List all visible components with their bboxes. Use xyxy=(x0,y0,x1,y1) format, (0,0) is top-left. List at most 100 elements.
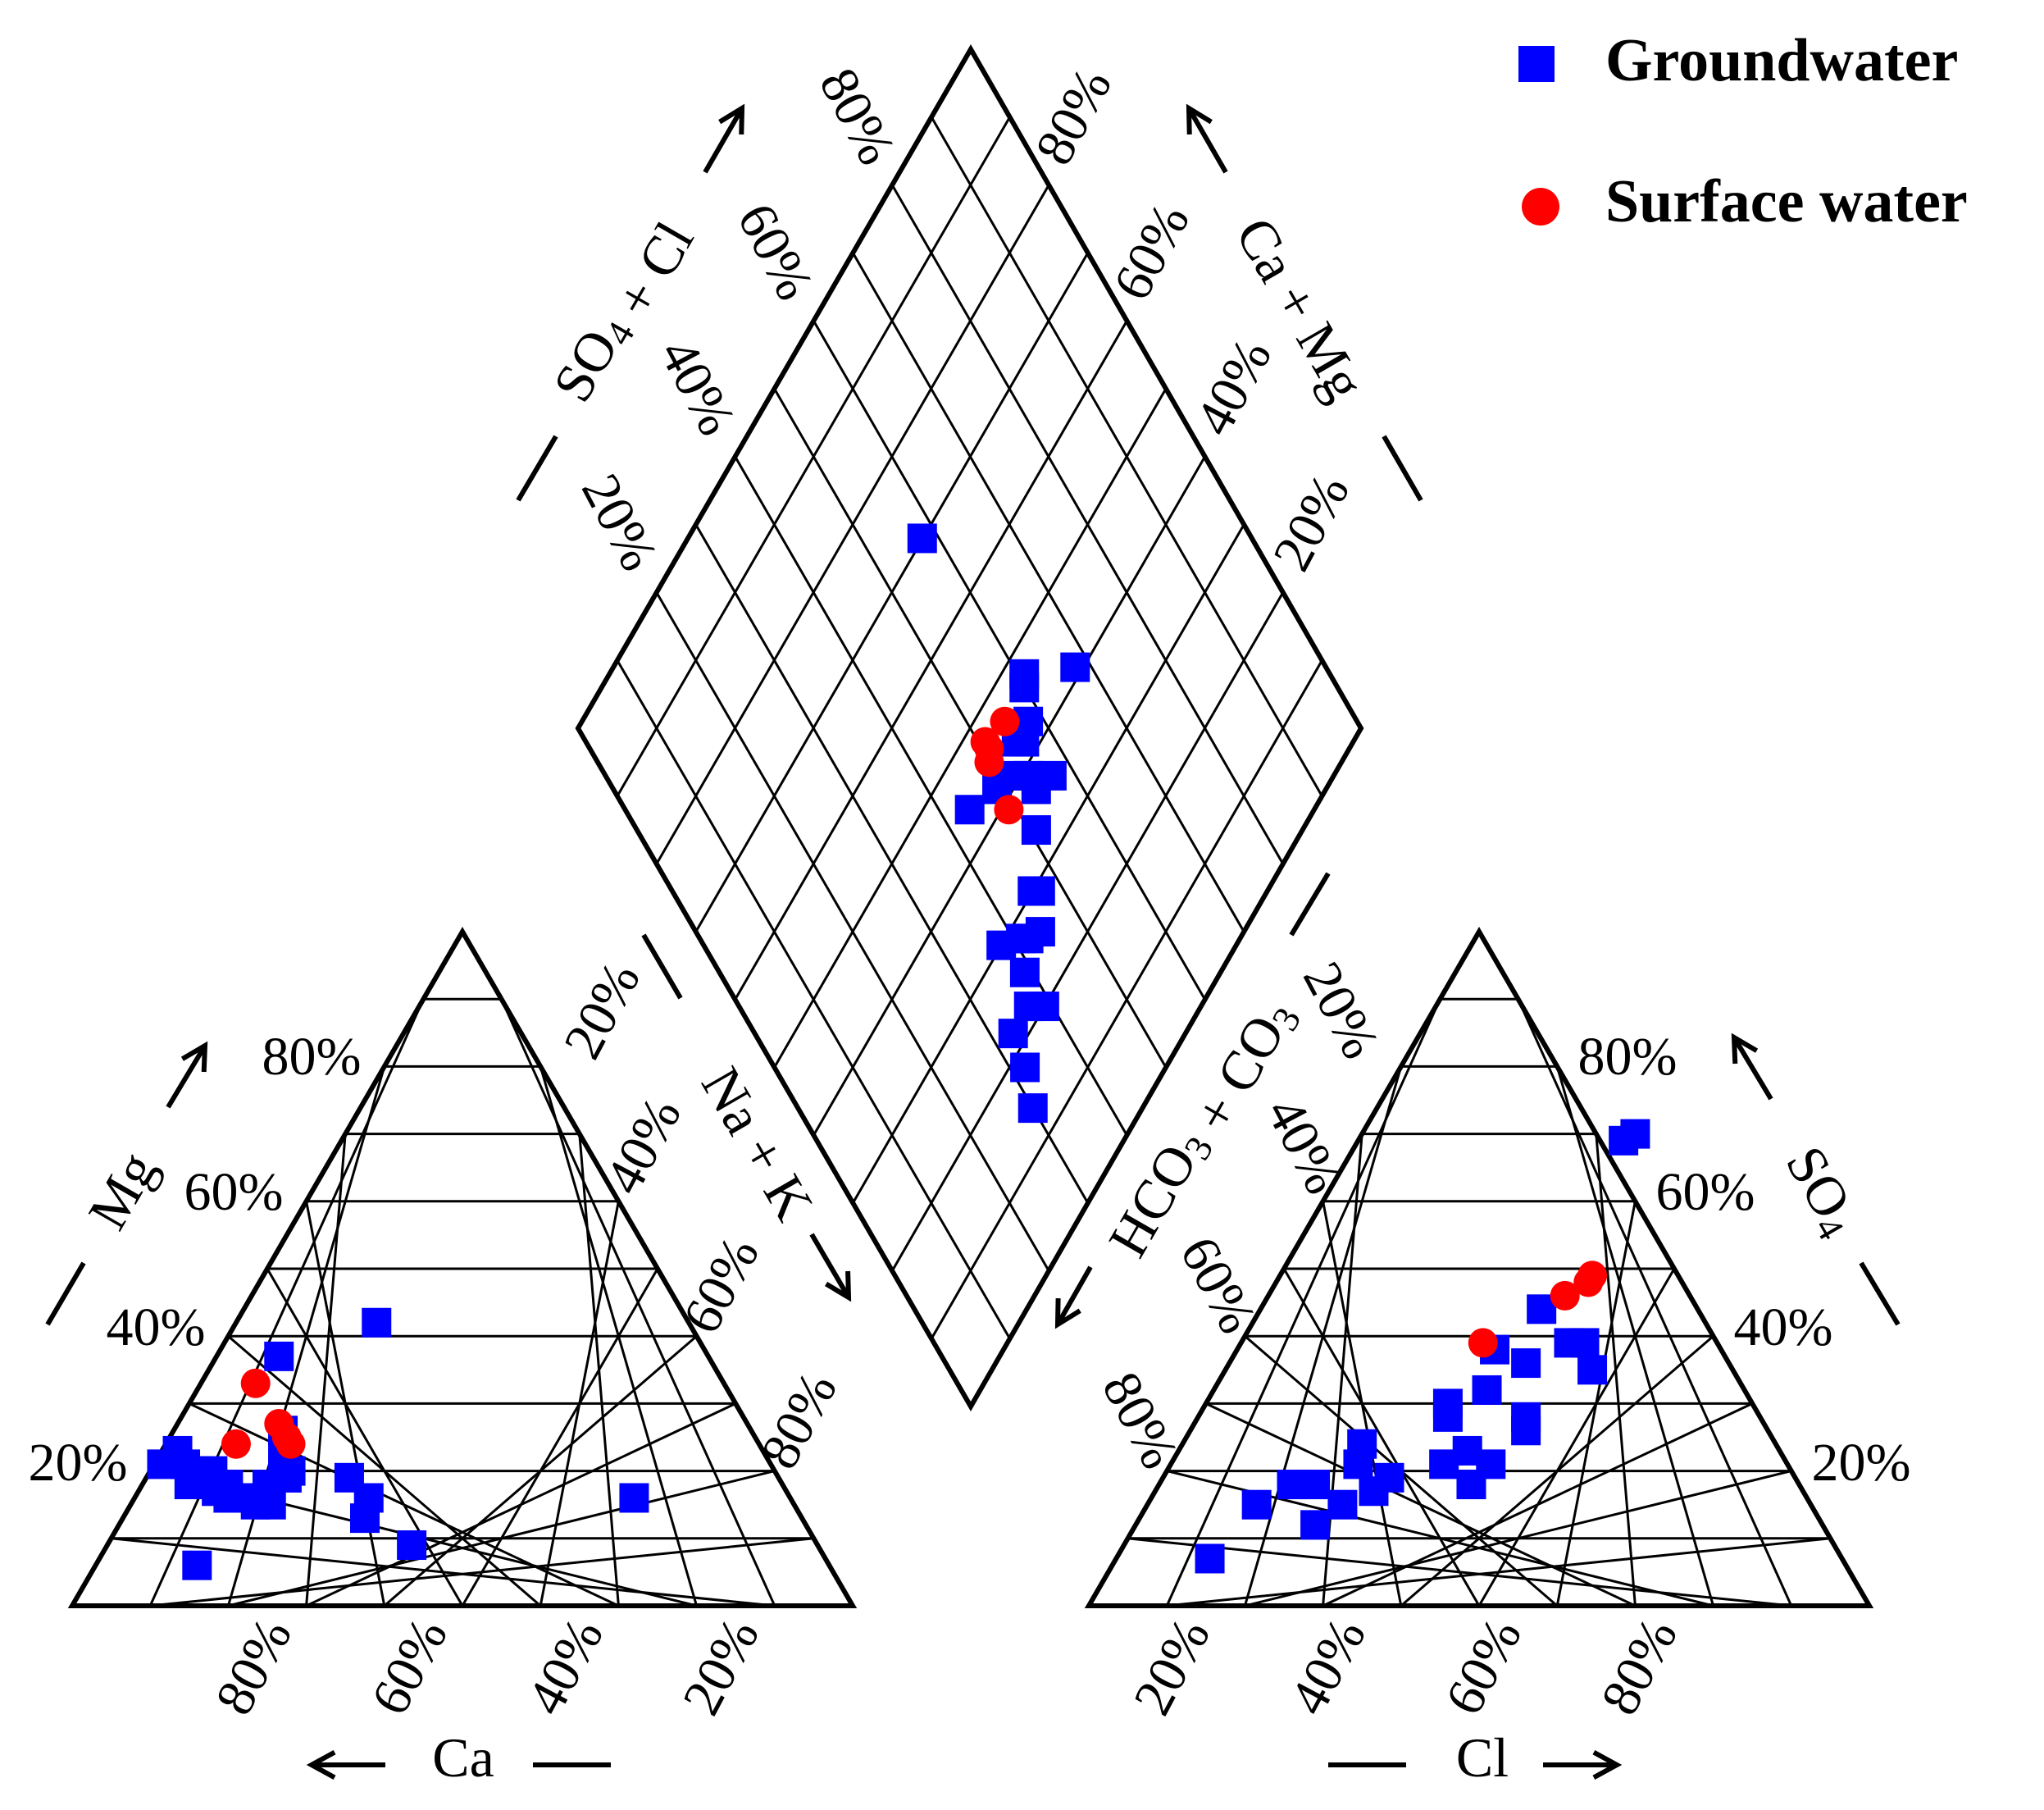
cation-triangle-gridline xyxy=(500,998,776,1607)
groundwater-cation-point xyxy=(264,1341,294,1371)
so4-dash xyxy=(1859,1261,1901,1326)
cation-mg-tick: 20% xyxy=(29,1433,128,1493)
mg-dash xyxy=(45,1261,86,1326)
cl-arrow-head xyxy=(1592,1750,1623,1780)
anion-cl-tick: 40% xyxy=(1278,1608,1377,1724)
cation-mg-tick: 80% xyxy=(262,1027,362,1087)
camg-dash xyxy=(1382,435,1423,502)
groundwater-anion-point xyxy=(1511,1416,1541,1446)
diamond-gridline xyxy=(813,320,1206,1001)
anion-triangle-gridline xyxy=(1127,1537,1791,1607)
diamond-gridline xyxy=(655,184,1050,865)
groundwater-diamond-point xyxy=(986,930,1017,960)
anion-triangle-gridline xyxy=(1477,1268,1676,1607)
anion-triangle-gridline xyxy=(1517,998,1793,1607)
nak-dash xyxy=(641,933,683,1000)
diamond-gridline xyxy=(852,252,1245,932)
anion-triangle-gridline xyxy=(1205,1402,1637,1607)
groundwater-diamond-point xyxy=(998,1019,1028,1049)
groundwater-anion-point xyxy=(1456,1470,1486,1500)
cation-ca-tick: 40% xyxy=(516,1608,615,1724)
so4cl-arrow-head xyxy=(718,103,745,135)
diamond-so4cl-tick: 80% xyxy=(808,58,907,174)
cation-triangle-gridline xyxy=(539,1201,620,1607)
anion-so4-tick: 60% xyxy=(1656,1162,1755,1222)
surface-water-anion-point xyxy=(1550,1280,1580,1311)
groundwater-anion-point xyxy=(1277,1470,1307,1500)
diamond-gridline xyxy=(930,116,1323,797)
legend-groundwater-label: Groundwater xyxy=(1605,27,1958,94)
legend-surface-water-marker xyxy=(1522,188,1559,226)
axis-label-cl: Cl xyxy=(1456,1726,1509,1789)
cation-triangle-gridline xyxy=(189,1402,620,1607)
mg-arrow-head xyxy=(180,1041,208,1073)
cation-mg-tick: 40% xyxy=(107,1297,206,1357)
groundwater-diamond-point xyxy=(907,523,937,554)
groundwater-anion-point xyxy=(1432,1402,1463,1432)
legend-groundwater-marker xyxy=(1518,46,1555,82)
cation-nak-tick: 60% xyxy=(671,1227,771,1343)
so4-arrow-head xyxy=(1731,1033,1759,1065)
hco3-arrow xyxy=(1055,1265,1093,1326)
surface-water-diamond-point xyxy=(990,706,1020,736)
anion-triangle-outline xyxy=(1084,927,1874,1608)
so4-arrow xyxy=(1732,1036,1773,1101)
anion-triangle-gridline xyxy=(1555,1065,1715,1607)
groundwater-cation-point xyxy=(174,1470,204,1500)
surface-water-diamond-point xyxy=(994,795,1024,825)
axis-label-mg-part: Mg xyxy=(75,1141,168,1239)
groundwater-cation-point xyxy=(397,1530,427,1561)
anion-so4-tick: 80% xyxy=(1578,1027,1678,1087)
groundwater-anion-point xyxy=(1359,1476,1389,1507)
anion-cl-tick: 60% xyxy=(1434,1608,1533,1724)
axis-label-ca-part: Ca xyxy=(432,1726,494,1789)
hco3-arrow-head xyxy=(1054,1297,1081,1329)
anion-hco3-tick: 40% xyxy=(1254,1087,1354,1203)
groundwater-diamond-point xyxy=(1021,815,1051,846)
cation-ca-tick: 60% xyxy=(360,1608,459,1724)
groundwater-diamond-point xyxy=(1025,876,1055,906)
axis-label-ca: Ca xyxy=(432,1726,494,1789)
diamond-gridline xyxy=(734,320,1128,1001)
groundwater-anion-point xyxy=(1195,1543,1225,1574)
groundwater-diamond-point xyxy=(1036,760,1067,791)
diamond-camg-tick: 40% xyxy=(1184,329,1283,445)
cation-ca-tick: 20% xyxy=(671,1608,771,1724)
ca-arrow-head xyxy=(306,1750,336,1780)
axis-label-so4: SO4 xyxy=(1772,1136,1873,1247)
legend-surface-water-label: Surface water xyxy=(1605,168,1968,235)
anion-triangle-gridline xyxy=(1595,1133,1637,1607)
groundwater-cation-point xyxy=(362,1307,392,1338)
diamond-outline xyxy=(575,43,1364,1411)
anion-triangle-gridline xyxy=(1555,1201,1637,1607)
diamond-so4cl-tick: 20% xyxy=(570,464,669,580)
groundwater-anion-point xyxy=(1620,1119,1650,1149)
surface-water-diamond-point xyxy=(974,747,1004,777)
groundwater-cation-point xyxy=(271,1462,302,1493)
cation-ca-tick: 80% xyxy=(204,1608,303,1724)
camg-arrow xyxy=(1186,107,1228,174)
groundwater-anion-point xyxy=(1327,1489,1358,1520)
legend: Groundwater Surface water xyxy=(1518,27,1968,235)
groundwater-diamond-point xyxy=(1009,957,1040,987)
nak-arrow-head xyxy=(825,1270,852,1302)
so4cl-arrow xyxy=(703,107,744,174)
diamond-gridline xyxy=(773,388,1168,1069)
anion-cl-tick: 80% xyxy=(1590,1608,1689,1724)
surface-water-anion-point xyxy=(1468,1328,1498,1358)
surface-water-anion-point xyxy=(1573,1267,1604,1297)
anion-triangle-gridline xyxy=(1282,1268,1481,1607)
groundwater-cation-point xyxy=(213,1483,244,1513)
anion-so4-tick: 20% xyxy=(1812,1433,1911,1493)
groundwater-anion-point xyxy=(1511,1348,1541,1379)
axis-label-so4-part: SO xyxy=(1774,1136,1864,1229)
groundwater-cation-point xyxy=(182,1550,212,1580)
cation-triangle-gridline xyxy=(227,1335,542,1607)
surface-water-cation-point xyxy=(221,1429,251,1459)
nak-arrow xyxy=(809,1233,851,1299)
anion-so4-tick: 40% xyxy=(1734,1297,1833,1357)
groundwater-cation-point xyxy=(350,1503,380,1534)
groundwater-anion-point xyxy=(1343,1449,1373,1479)
camg-arrow-head xyxy=(1186,103,1213,135)
